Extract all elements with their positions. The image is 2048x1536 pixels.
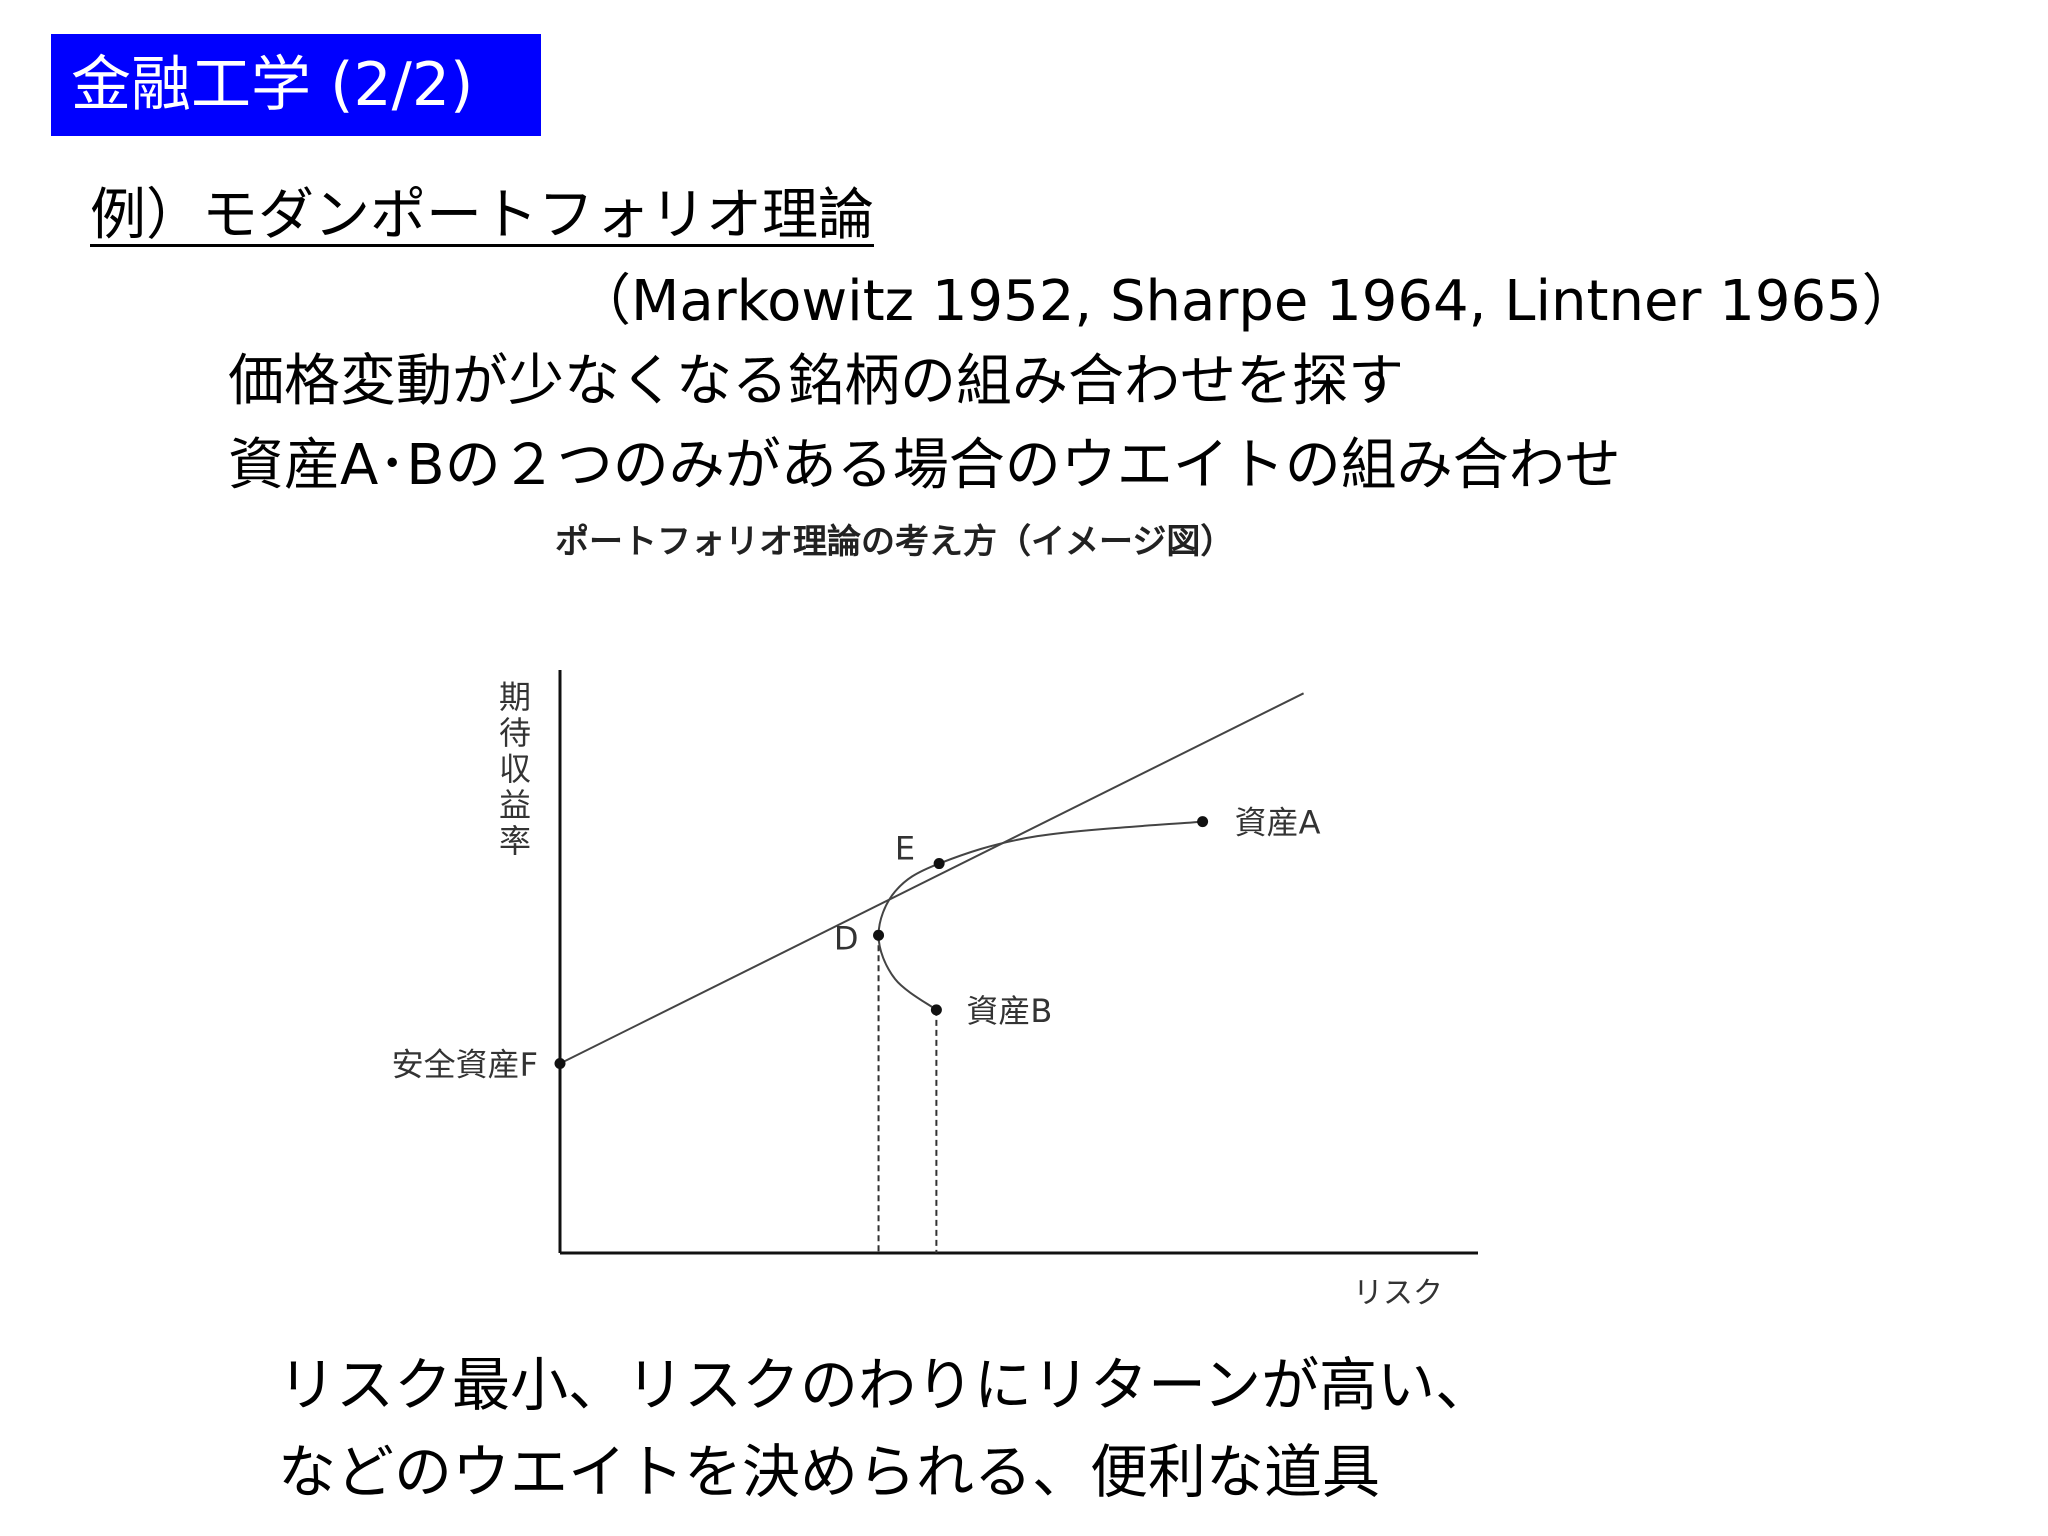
point-label-E: E bbox=[895, 830, 915, 868]
point-label-D: D bbox=[834, 919, 859, 957]
point-label-資産B: 資産B bbox=[966, 992, 1052, 1030]
y-axis-label-char: 収 bbox=[499, 750, 531, 788]
point-label-資産A: 資産A bbox=[1235, 804, 1321, 842]
conclusion-line-2: などのウエイトを決められる、便利な道具 bbox=[278, 1438, 1381, 1506]
point-E bbox=[933, 858, 945, 870]
y-axis-label-char: 益 bbox=[499, 786, 531, 824]
slide-subtitle: 例）モダンポートフォリオ理論 bbox=[90, 183, 874, 248]
y-axis-label-char: 期 bbox=[499, 678, 531, 716]
point-D bbox=[873, 929, 885, 941]
efficient-frontier-curve bbox=[877, 820, 1203, 1011]
body-line-2: 資産A･Bの２つのみがある場合のウエイトの組み合わせ bbox=[228, 433, 1621, 498]
references: （Markowitz 1952, Sharpe 1964, Lintner 19… bbox=[575, 269, 1918, 334]
y-axis-label-char: 待 bbox=[499, 714, 531, 752]
chart-title: ポートフォリオ理論の考え方（イメージ図） bbox=[555, 522, 1235, 562]
body-line-1: 価格変動が少なくなる銘柄の組み合わせを探す bbox=[228, 349, 1404, 414]
point-安全資産F bbox=[554, 1058, 566, 1070]
y-axis-label-char: 率 bbox=[499, 822, 531, 860]
slide-title: 金融工学 (2/2) bbox=[51, 34, 541, 136]
x-axis-label: リスク bbox=[1353, 1276, 1443, 1311]
conclusion-line-1: リスク最小、リスクのわりにリターンが高い、 bbox=[278, 1351, 1494, 1419]
tangent-line bbox=[559, 692, 1305, 1065]
point-資産B bbox=[930, 1004, 942, 1016]
point-資産A bbox=[1197, 816, 1209, 828]
point-label-安全資産F: 安全資産F bbox=[392, 1046, 538, 1084]
